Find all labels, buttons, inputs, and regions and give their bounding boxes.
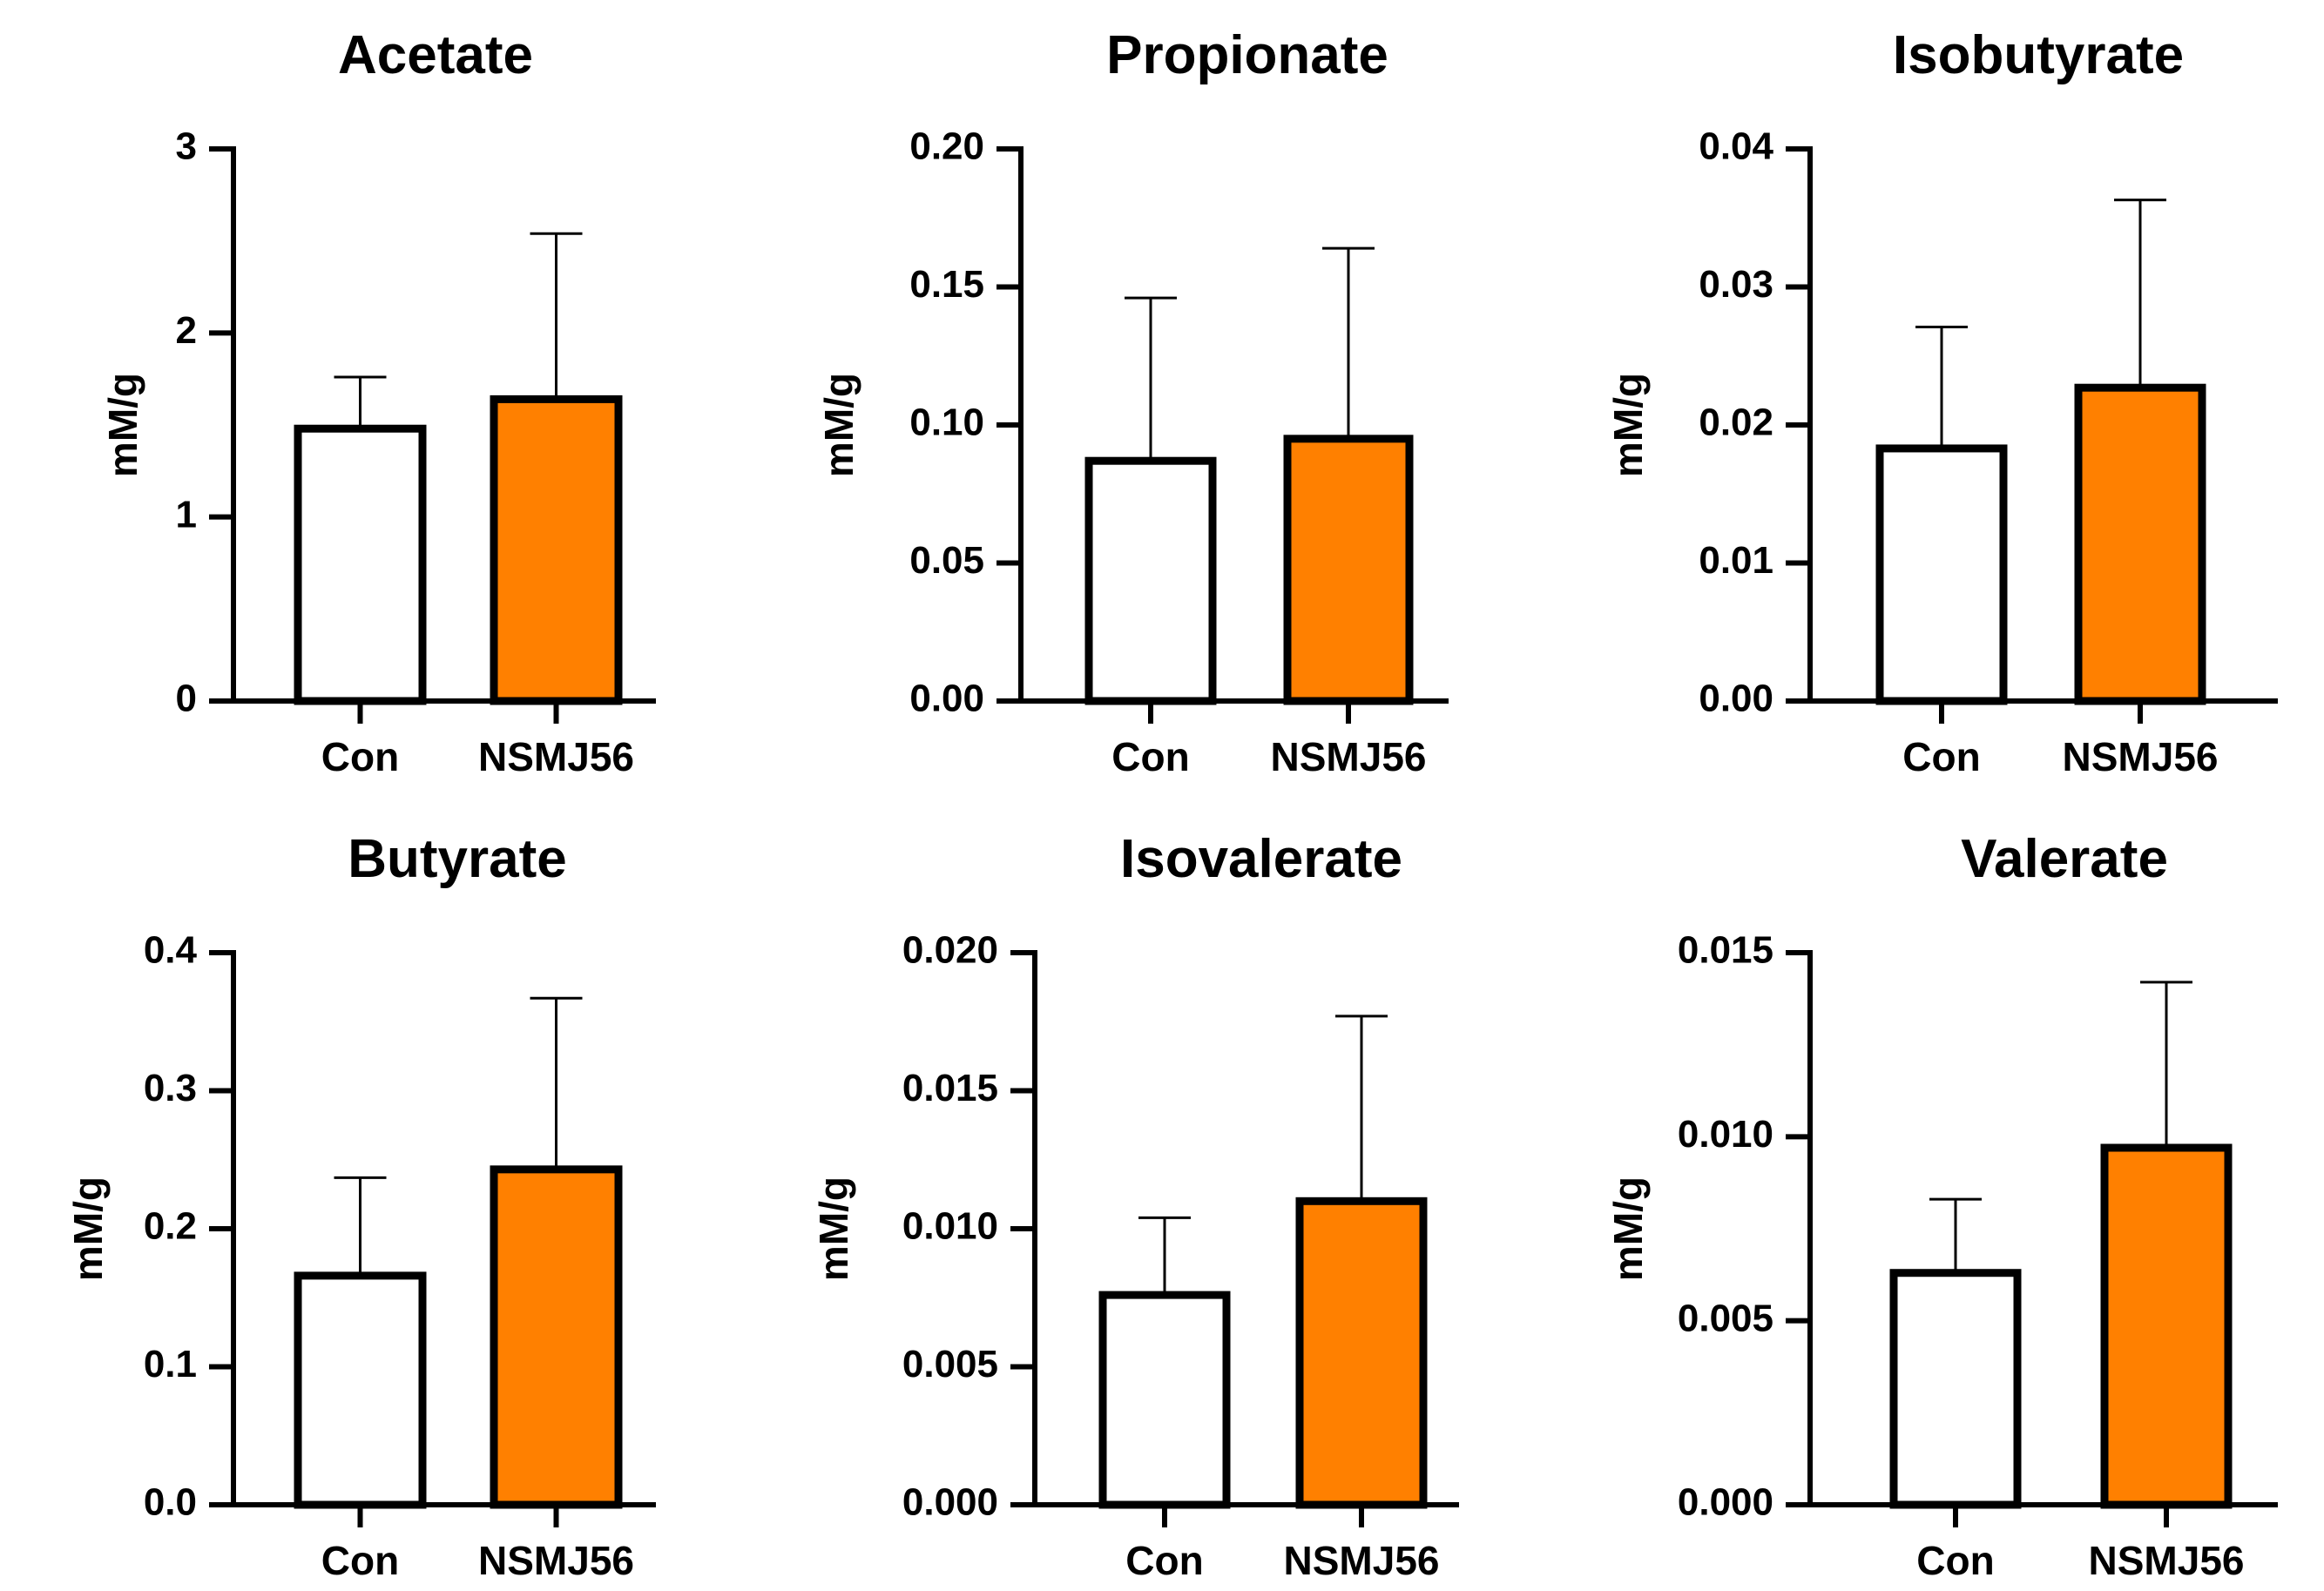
panel-valerate: Valerate mM/g 0.000 0.005 0.010 0.015 Con NSMJ5… [1605,829,2278,1583]
panel-isovalerate: Isovalerate mM/g 0.000 0.005 0.010 0.015 0.020… [811,829,1459,1583]
y-axis-label: mM/g [811,1176,856,1281]
y-tick-label: 0.015 [902,1067,998,1109]
y-tick-label: 0.05 [909,539,984,582]
panel-isobutyrate: Isobutyrate mM/g 0.00 0.01 0.02 0.03 0.04 Con NS… [1605,25,2278,779]
bar-con [1875,444,2008,705]
chart-title: Isovalerate [1120,829,1402,889]
bar-con [1889,1269,2022,1509]
x-tick-label-con: Con [1111,734,1189,779]
y-axis-label: mM/g [816,373,861,477]
bar-nsmj56 [1295,1197,1428,1509]
bar-con [294,1271,427,1509]
bar-con [294,424,427,705]
y-tick-label: 0.4 [144,929,198,972]
y-tick-label: 0.10 [909,401,984,444]
panel-butyrate: Butyrate mM/g 0.0 0.1 0.2 0.3 0.4 Con NSMJ56 [65,829,656,1583]
y-tick-label: 0.04 [1699,125,1773,168]
y-tick-label: 0.02 [1699,401,1773,444]
y-tick-label: 0.020 [902,929,998,972]
y-tick-label: 1 [176,493,197,536]
y-tick-label: 0.00 [909,678,984,720]
y-tick-label: 0.15 [909,263,984,306]
y-tick-label: 0.005 [902,1343,998,1385]
y-tick-label: 2 [176,309,197,352]
y-axis-label: mM/g [1605,1176,1651,1281]
bar-nsmj56 [2074,383,2206,705]
x-tick-label-con: Con [1916,1538,1994,1583]
y-axis-label: mM/g [100,373,145,477]
y-axis-label: mM/g [1605,373,1651,477]
x-tick-label-con: Con [1902,734,1980,779]
chart-title: Acetate [338,25,533,85]
panel-propionate: Propionate mM/g 0.00 0.05 0.10 0.15 0.20 Con NSM… [816,25,1449,779]
y-tick-label: 0.0 [144,1481,197,1524]
bar-nsmj56 [490,394,623,705]
bar-con [1098,1291,1231,1509]
y-tick-label: 0.00 [1699,678,1773,720]
y-tick-label: 3 [176,125,197,168]
x-tick-label-nsmj56: NSMJ56 [2089,1538,2245,1583]
x-tick-label-con: Con [321,734,399,779]
panel-acetate: Acetate mM/g 0 1 2 3 Con NSMJ56 [100,25,656,779]
y-tick-label: 0.010 [1678,1113,1773,1156]
bar-nsmj56 [490,1165,623,1509]
x-tick-label-nsmj56: NSMJ56 [1284,1538,1440,1583]
y-tick-label: 0.3 [144,1067,197,1109]
y-tick-label: 0.1 [144,1343,197,1385]
x-tick-label-nsmj56: NSMJ56 [1271,734,1427,779]
y-tick-label: 0.000 [902,1481,998,1524]
y-tick-label: 0.000 [1678,1481,1773,1524]
y-axis-label: mM/g [65,1176,111,1281]
bar-nsmj56 [1283,435,1414,705]
x-tick-label-con: Con [321,1538,399,1583]
x-tick-label-con: Con [1125,1538,1203,1583]
y-tick-label: 0.015 [1678,929,1773,972]
y-tick-label: 0.005 [1678,1297,1773,1339]
y-tick-label: 0.2 [144,1205,197,1248]
chart-title: Butyrate [348,829,567,889]
y-tick-label: 0.03 [1699,263,1773,306]
y-tick-label: 0.01 [1699,539,1773,582]
bar-nsmj56 [2100,1143,2233,1509]
y-tick-label: 0.20 [909,125,984,168]
bar-con [1084,456,1217,705]
y-tick-label: 0 [176,678,197,720]
y-tick-label: 0.010 [902,1205,998,1248]
x-tick-label-nsmj56: NSMJ56 [478,734,634,779]
chart-title: Propionate [1106,25,1388,85]
chart-title: Valerate [1961,829,2168,889]
x-tick-label-nsmj56: NSMJ56 [478,1538,634,1583]
x-tick-label-nsmj56: NSMJ56 [2063,734,2219,779]
chart-title: Isobutyrate [1893,25,2184,85]
